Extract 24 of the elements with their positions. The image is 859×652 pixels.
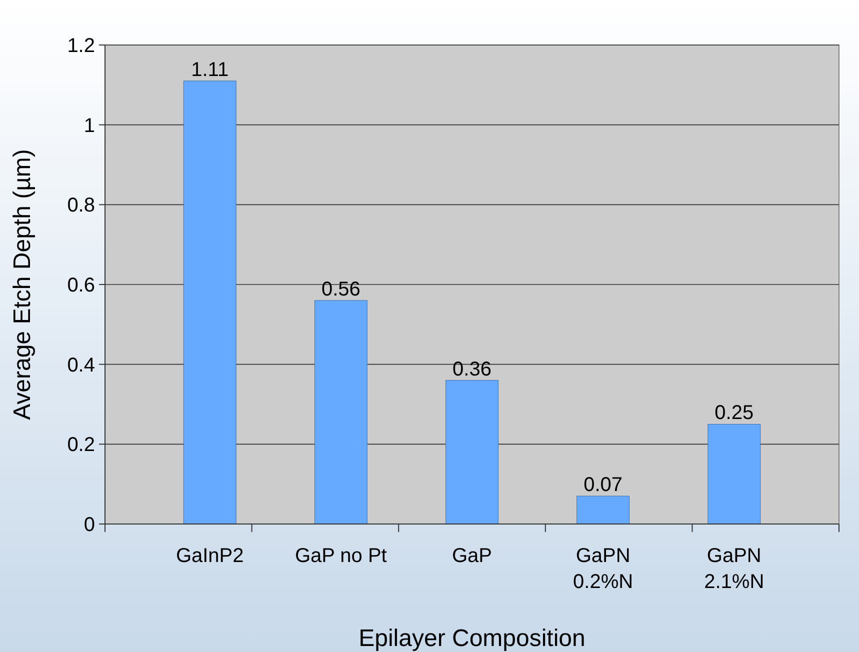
bar — [446, 380, 498, 524]
y-tick-label: 0.6 — [67, 274, 95, 296]
x-tick-label: GaP no Pt — [294, 545, 388, 567]
data-label: 0.36 — [452, 358, 492, 380]
x-tick-label: GaInP2 — [176, 545, 244, 567]
x-tick-label: GaPN 0.2%N — [573, 545, 634, 593]
data-label: 0.56 — [321, 278, 360, 300]
y-tick-label: 0.2 — [67, 434, 95, 456]
y-axis-title: Average Etch Depth (µm) — [9, 149, 36, 420]
data-label: 0.25 — [714, 402, 754, 424]
y-tick-label: 1 — [84, 114, 95, 137]
y-tick-label: 1.2 — [67, 35, 95, 57]
bar — [314, 300, 368, 524]
x-tick-label: GaP — [452, 545, 492, 567]
bar — [708, 424, 761, 524]
x-axis-title: Epilayer Composition — [358, 625, 586, 652]
y-tick-label: 0 — [84, 514, 95, 536]
bar — [576, 496, 630, 524]
y-tick-label: 0.4 — [67, 354, 95, 376]
data-label: 1.11 — [191, 58, 229, 81]
x-tick-label: GaPN 2.1%N — [704, 545, 764, 593]
data-label: 0.07 — [584, 474, 623, 496]
bar — [183, 80, 236, 524]
y-tick-label: 0.8 — [67, 194, 95, 217]
